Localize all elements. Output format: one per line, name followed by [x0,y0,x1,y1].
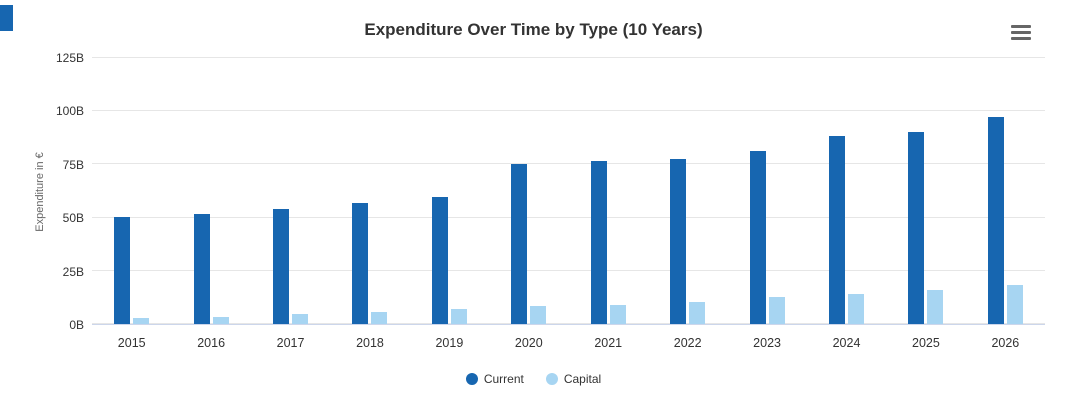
hamburger-line [1011,37,1031,40]
x-axis-label-2026: 2026 [991,336,1020,350]
x-axis-label-2018: 2018 [356,336,384,350]
x-axis-label-2025: 2025 [912,336,940,350]
x-axis-labels: 2015 2016 2017 2018 2019 2020 2021 2022 2023 2024… [92,336,1045,350]
y-axis-tick-label: 75B [62,157,84,172]
bar-current-2016[interactable] [193,214,210,324]
y-axis-tick-label: 0B [69,318,84,332]
bar-group-2018 [330,58,409,324]
x-axis-label-2022: 2022 [673,336,702,350]
bar-group-2022 [648,58,727,324]
x-axis-label-2015: 2015 [117,336,146,350]
legend-marker-icon [545,373,558,385]
bar-capital-2020[interactable] [530,305,547,324]
plot-area [92,57,1045,325]
y-axis-tick-label: 125B [55,51,84,65]
bar-group-2017 [251,58,330,324]
left-accent-strip [0,5,13,31]
bar-capital-2019[interactable] [450,309,467,324]
bar-current-2018[interactable] [352,202,369,324]
bar-capital-2016[interactable] [212,316,229,324]
bar-capital-2021[interactable] [609,304,626,324]
y-axis-tick-label: 100B [55,104,84,119]
bar-capital-2022[interactable] [689,301,706,324]
bar-current-2024[interactable] [829,135,845,324]
bar-current-2025[interactable] [908,132,925,324]
bar-capital-2017[interactable] [292,314,309,324]
hamburger-menu-icon[interactable] [1011,25,1031,40]
bar-capital-2025[interactable] [927,289,944,324]
bar-current-2019[interactable] [431,197,448,324]
gridline [92,269,1045,271]
gridline [92,110,1045,112]
bar-current-2021[interactable] [590,161,607,324]
x-axis-label-2019: 2019 [435,336,464,350]
legend-label: Capital [563,372,602,386]
legend-item-current[interactable]: Current [465,372,524,386]
bar-current-2020[interactable] [511,164,528,324]
x-axis-label-2024: 2024 [832,336,861,350]
bar-current-2023[interactable] [749,150,766,324]
chart-title: Expenditure Over Time by Type (10 Years) [364,20,703,39]
bar-groups [92,58,1045,324]
bar-capital-2026[interactable] [1006,284,1023,324]
bar-group-2020 [489,58,568,324]
x-axis-label-2017: 2017 [276,336,305,350]
bar-capital-2015[interactable] [133,317,150,324]
bar-current-2017[interactable] [273,209,290,324]
y-axis-tick-label: 50B [62,211,84,226]
x-axis-label-2023: 2023 [753,336,781,350]
hamburger-line [1011,25,1031,28]
bar-group-2025 [886,58,965,324]
gridline [92,216,1045,218]
bar-group-2024 [807,58,886,324]
bar-current-2015[interactable] [114,216,131,324]
legend-item-capital[interactable]: Capital [545,372,602,386]
bar-group-2016 [171,58,250,324]
gridline [92,163,1045,165]
bar-group-2021 [569,58,648,324]
legend-marker-icon [465,373,478,385]
bar-current-2022[interactable] [670,159,687,324]
hamburger-line [1011,31,1031,34]
bar-group-2023 [727,58,806,324]
bar-group-2015 [92,58,171,324]
bar-capital-2018[interactable] [371,312,388,324]
bar-current-2026[interactable] [987,116,1004,324]
bar-group-2019 [410,58,489,324]
x-axis-label-2016: 2016 [197,336,226,350]
chart-legend: Current Capital [0,372,1067,386]
x-axis-label-2020: 2020 [514,336,543,350]
x-axis-label-2021: 2021 [594,336,623,350]
gridline [92,323,1045,324]
legend-label: Current [483,372,524,386]
bar-group-2026 [966,58,1045,324]
bar-capital-2024[interactable] [848,294,864,324]
gridline [92,57,1045,58]
bar-capital-2023[interactable] [768,297,785,324]
y-axis-tick-label: 25B [62,264,84,279]
y-axis-labels: 0B 25B 50B 75B 100B 125B [0,51,84,332]
